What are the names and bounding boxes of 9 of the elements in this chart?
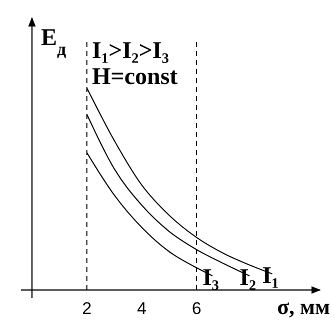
annotation: H=const <box>92 64 178 90</box>
x-axis-title: σ, мм <box>277 294 330 319</box>
x-tick-label: 2 <box>82 299 92 318</box>
series-label: I₂ <box>240 264 256 291</box>
x-tick-label: 4 <box>136 299 146 318</box>
series-label: I₁ <box>262 262 279 289</box>
y-axis-title: E$_{д}$ <box>41 25 66 59</box>
x-tick-label: 6 <box>192 299 202 318</box>
text: I₁>I₂>I₃ <box>92 38 169 64</box>
